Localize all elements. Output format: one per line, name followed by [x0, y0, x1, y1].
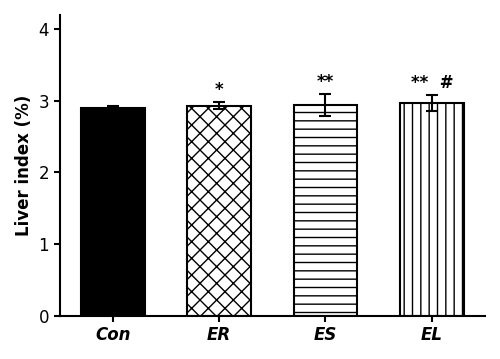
- Text: *: *: [215, 81, 224, 99]
- Text: **  #: ** #: [410, 74, 453, 92]
- Y-axis label: Liver index (%): Liver index (%): [15, 95, 33, 236]
- Bar: [400, 103, 464, 316]
- Text: **: **: [317, 73, 334, 91]
- Bar: [187, 106, 251, 316]
- Bar: [294, 105, 358, 316]
- Bar: [81, 108, 144, 316]
